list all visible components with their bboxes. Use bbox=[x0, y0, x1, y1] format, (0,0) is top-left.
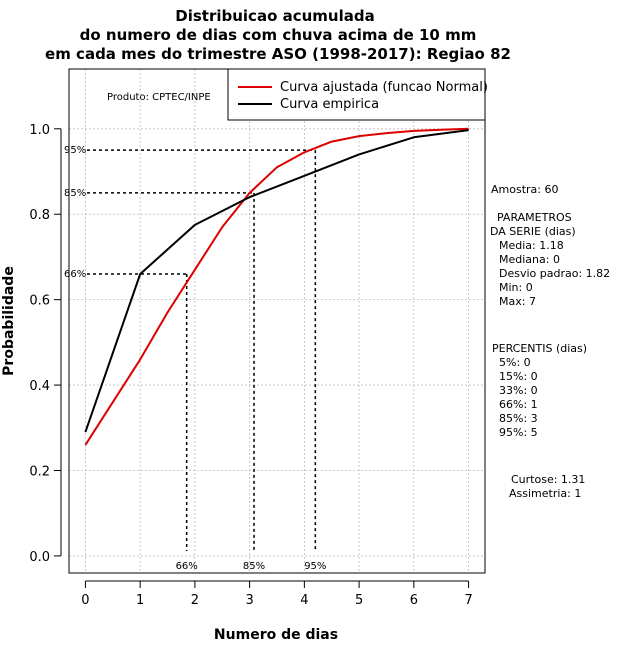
legend-label-fitted: Curva ajustada (funcao Normal) bbox=[280, 80, 488, 95]
percentile-label-y: 95% bbox=[64, 145, 86, 156]
x-tick-label: 4 bbox=[300, 593, 308, 608]
legend: Curva ajustada (funcao Normal) Curva emp… bbox=[227, 68, 488, 121]
stats-panel: Amostra: 60 PARAMETROS DA SERIE (dias) M… bbox=[490, 183, 610, 500]
stat-parametros-title-2: DA SERIE (dias) bbox=[490, 225, 576, 238]
stat-p85: 85%: 3 bbox=[499, 412, 538, 425]
legend-box bbox=[227, 68, 486, 121]
stat-p15: 15%: 0 bbox=[499, 370, 538, 383]
y-tick-label: 0.0 bbox=[29, 550, 50, 565]
stat-p33: 33%: 0 bbox=[499, 384, 538, 397]
plot-frame bbox=[68, 68, 486, 574]
series-line-empirical bbox=[84, 129, 469, 433]
percentile-label-y: 85% bbox=[64, 188, 86, 199]
x-tick-label: 6 bbox=[410, 593, 418, 608]
x-tick-label: 1 bbox=[136, 593, 144, 608]
stat-media: Media: 1.18 bbox=[499, 239, 564, 252]
x-tick-label: 3 bbox=[245, 593, 253, 608]
stat-p66: 66%: 1 bbox=[499, 398, 538, 411]
percentile-label-x: 95% bbox=[304, 561, 326, 572]
percentile-label-y: 66% bbox=[64, 269, 86, 280]
stat-amostra: Amostra: 60 bbox=[491, 183, 558, 196]
stat-parametros-title-1: PARAMETROS bbox=[497, 211, 572, 224]
y-tick-label: 1.0 bbox=[29, 123, 50, 138]
x-axis-label: Numero de dias bbox=[214, 627, 338, 643]
percentile-label-x: 66% bbox=[176, 561, 198, 572]
x-tick-label: 0 bbox=[81, 593, 89, 608]
percentile-label-x: 85% bbox=[243, 561, 265, 572]
chart-title-line-1: Distribuicao acumulada bbox=[175, 7, 374, 25]
x-tick-label: 7 bbox=[464, 593, 472, 608]
stat-percentis-title: PERCENTIS (dias) bbox=[492, 342, 587, 355]
chart-title-line-3: em cada mes do trimestre ASO (1998-2017)… bbox=[45, 45, 511, 63]
stat-min: Min: 0 bbox=[499, 281, 533, 294]
x-tick-label: 2 bbox=[191, 593, 199, 608]
y-tick-label: 0.4 bbox=[29, 379, 50, 394]
stat-p95: 95%: 5 bbox=[499, 426, 538, 439]
stat-mediana: Mediana: 0 bbox=[499, 253, 560, 266]
series-lines bbox=[84, 127, 469, 446]
y-axis-label: Probabilidade bbox=[1, 266, 17, 376]
stat-max: Max: 7 bbox=[499, 295, 536, 308]
chart-title-line-2: do numero de dias com chuva acima de 10 … bbox=[80, 26, 477, 44]
stat-desvio: Desvio padrao: 1.82 bbox=[499, 267, 610, 280]
series-line-fitted bbox=[84, 127, 469, 446]
y-tick-label: 0.8 bbox=[29, 208, 50, 223]
x-tick-label: 5 bbox=[355, 593, 363, 608]
legend-label-empirical: Curva empirica bbox=[280, 97, 379, 112]
grid-lines bbox=[69, 69, 485, 573]
stat-assimetria: Assimetria: 1 bbox=[509, 487, 581, 500]
stat-p5: 5%: 0 bbox=[499, 356, 531, 369]
y-tick-label: 0.6 bbox=[29, 294, 50, 309]
axes: 0 1 2 3 4 5 6 7 0.0 0.2 0.4 0.6 0.8 1.0 bbox=[29, 123, 472, 608]
y-tick-label: 0.2 bbox=[29, 464, 50, 479]
credit-text: Produto: CPTEC/INPE bbox=[107, 92, 211, 103]
percentile-markers: 66% 66% 85% 85% 95% 95% bbox=[64, 145, 326, 572]
stat-curtose: Curtose: 1.31 bbox=[511, 473, 585, 486]
